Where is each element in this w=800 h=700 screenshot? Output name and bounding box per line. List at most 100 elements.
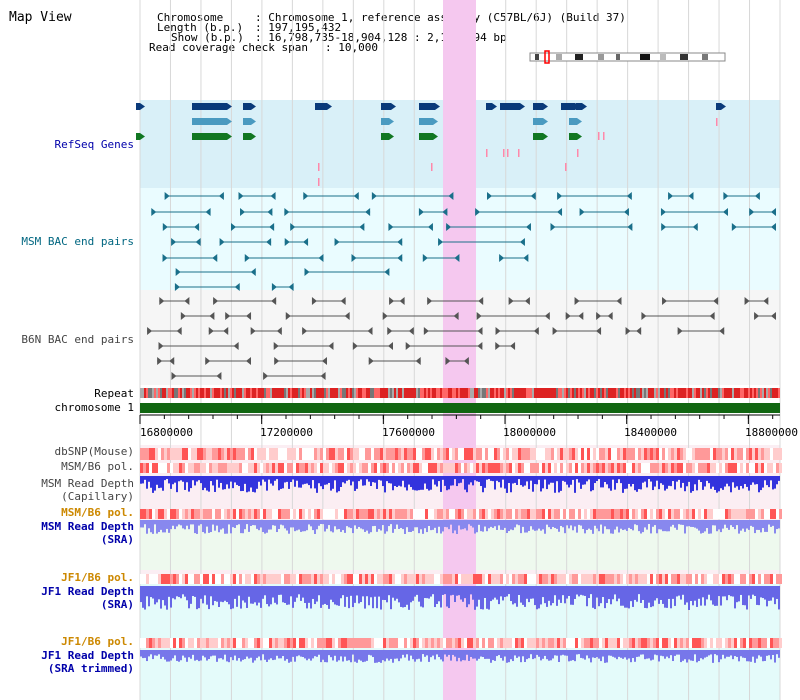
- repeat-segment: [308, 388, 310, 398]
- msm-depth-sra-bar: [532, 520, 534, 530]
- msm-depth-sra-bar: [232, 520, 234, 528]
- jf1-b6-pol-cell: [626, 574, 629, 584]
- msm-depth-sra-bar: [296, 520, 298, 531]
- repeat-segment: [692, 388, 694, 398]
- jf1-depth-trim-bar: [614, 650, 616, 658]
- msm-depth-sra-bar: [172, 520, 174, 526]
- jf1-b6-pol-cell: [296, 574, 299, 584]
- msm-b6-pol-cell: [584, 463, 587, 473]
- jf1-depth-trim-bar: [742, 650, 744, 658]
- msm-b6-pol2-cell: [701, 509, 704, 519]
- msm-depth-sra-bar: [604, 520, 606, 527]
- jf1-b6-pol-cell: [506, 574, 509, 584]
- msm-bac-pair-end: [454, 254, 460, 262]
- msm-depth-sra-bar: [618, 520, 620, 533]
- msm-depth-sra-bar: [262, 520, 264, 533]
- jf1-depth-trim-bar: [532, 650, 534, 660]
- refseq-tick: [716, 118, 718, 126]
- msm-depth-sra-bar: [286, 520, 288, 531]
- repeat-segment: [446, 388, 448, 398]
- jf1-b6-pol-cell: [551, 574, 554, 584]
- msm-depth-cap-bar: [170, 476, 172, 489]
- jf1-depth-trim-bar: [554, 650, 556, 656]
- repeat-segment: [604, 388, 606, 398]
- msm-depth-cap-bar: [206, 476, 208, 491]
- jf1-depth-sra-bar: [434, 586, 436, 608]
- jf1-depth-sra-bar: [232, 586, 234, 609]
- msm-depth-cap-bar: [634, 476, 636, 491]
- msm-depth-cap-bar: [162, 476, 164, 491]
- jf1-depth-trim-bar: [676, 650, 678, 655]
- msm-b6-pol2-cell: [605, 509, 608, 519]
- jf1-depth-trim-bar: [708, 650, 710, 656]
- msm-depth-sra-bar: [584, 520, 586, 534]
- b6n-bac-pair-end: [176, 327, 182, 335]
- dbsnp-cell: [662, 448, 665, 460]
- jf1-b6-pol2-cell: [302, 638, 305, 648]
- jf1-depth-trim-bar: [328, 650, 330, 656]
- msm-b6-pol2-cell: [203, 509, 206, 519]
- msm-depth-cap-bar: [496, 476, 498, 481]
- msm-depth-cap-bar: [638, 476, 640, 490]
- msm-depth-cap-bar: [440, 476, 442, 492]
- jf1-depth-trim-bar: [734, 650, 736, 657]
- repeat-segment: [624, 388, 626, 398]
- repeat-segment: [220, 388, 222, 398]
- jf1-b6-pol-cell: [179, 574, 182, 584]
- msm-depth-cap-bar: [468, 476, 470, 485]
- msm-depth-sra-bar: [396, 520, 398, 525]
- msm-b6-pol-cell: [365, 463, 368, 473]
- msm-depth-cap-bar: [310, 476, 312, 489]
- jf1-b6-pol2-cell: [560, 638, 563, 648]
- repeat-segment: [704, 388, 706, 398]
- jf1-b6-pol2-cell: [398, 638, 401, 648]
- msm-b6-pol-cell: [476, 463, 479, 473]
- msm-depth-sra-bar: [466, 520, 468, 531]
- msm-depth-cap-bar: [538, 476, 540, 480]
- msm-b6-pol2-cell: [278, 509, 281, 519]
- jf1-depth-sra-bar: [144, 586, 146, 610]
- msm-b6-pol2-cell: [719, 509, 722, 519]
- refseq-gene-arrow: [391, 103, 396, 110]
- jf1-depth-trim-bar: [642, 650, 644, 655]
- jf1-depth-trim-bar: [392, 650, 394, 663]
- msm-bac-pair-end: [240, 208, 246, 216]
- msm-b6-pol-cell: [602, 463, 605, 473]
- jf1-b6-pol-cell: [620, 574, 623, 584]
- msm-b6-pol2-cell: [380, 509, 383, 519]
- msm-depth-sra-bar: [356, 520, 358, 529]
- jf1-depth-sra-bar: [212, 586, 214, 606]
- msm-b6-pol-cell: [458, 463, 461, 473]
- jf1-depth-sra-bar: [210, 586, 212, 597]
- repeat-segment: [290, 388, 292, 398]
- msm-b6-pol-cell: [692, 463, 695, 473]
- refseq-gene: [533, 118, 543, 125]
- msm-depth-sra-bar: [710, 520, 712, 534]
- msm-depth-sra-bar: [366, 520, 368, 531]
- msm-depth-cap-bar: [660, 476, 662, 484]
- msm-bac-pair-end: [627, 223, 633, 231]
- jf1-depth-sra-bar: [620, 586, 622, 606]
- msm-depth-sra-bar: [664, 520, 666, 532]
- msm-depth-cap-bar: [364, 476, 366, 486]
- jf1-b6-pol-cell: [476, 574, 479, 584]
- jf1-b6-pol2-cell: [263, 638, 266, 648]
- msm-b6-pol-cell: [146, 463, 149, 473]
- msm-depth-cap-bar: [678, 476, 680, 480]
- jf1-depth-sra-bar: [316, 586, 318, 602]
- jf1-depth-trim-bar: [686, 650, 688, 663]
- msm-b6-pol2-cell: [548, 509, 551, 519]
- jf1-depth-trim-bar: [468, 650, 470, 661]
- jf1-b6-pol-cell: [662, 574, 665, 584]
- repeat-segment: [172, 388, 174, 398]
- b6n-bac-pair-end: [209, 312, 215, 320]
- jf1-depth-trim-bar: [330, 650, 332, 658]
- jf1-depth-trim-bar: [562, 650, 564, 655]
- msm-b6-pol-cell: [587, 463, 590, 473]
- dbsnp-cell: [644, 448, 647, 460]
- b6n-bac-pair-end: [263, 372, 269, 380]
- jf1-depth-trim-bar: [528, 650, 530, 659]
- msm-bac-pair-end: [442, 208, 448, 216]
- msm-b6-pol-cell: [281, 463, 284, 473]
